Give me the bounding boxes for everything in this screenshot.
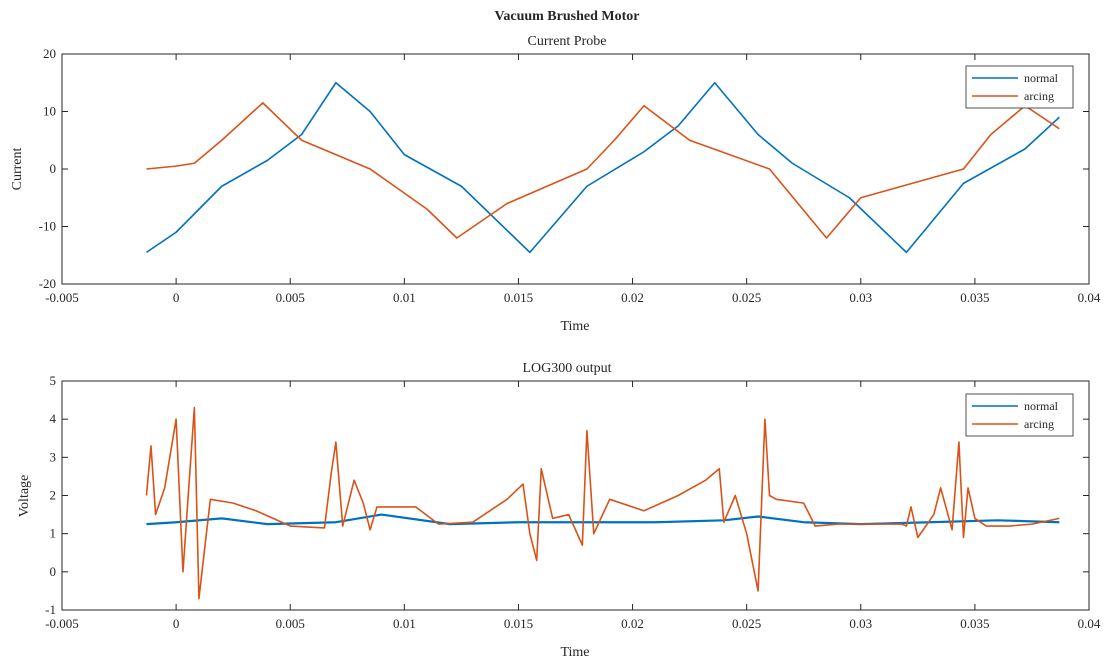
x-tick-label: 0.035 — [960, 616, 989, 631]
current-plot-area — [62, 54, 1089, 284]
voltage-legend-arcing-label: arcing — [1024, 417, 1054, 431]
x-tick-label: 0.035 — [960, 290, 989, 305]
y-tick-label: 3 — [50, 449, 57, 464]
log300-output-panel: LOG300 output -0.005 0 0.005 0.01 0.015 0.02 0… — [17, 361, 1101, 660]
y-tick-label: 2 — [50, 488, 57, 503]
x-tick-label: 0.015 — [504, 290, 533, 305]
voltage-x-axis-label: Time — [560, 645, 589, 660]
y-tick-label: 1 — [50, 526, 57, 541]
x-tick-label: -0.005 — [45, 616, 79, 631]
x-tick-label: 0.025 — [732, 616, 761, 631]
y-tick-label: -20 — [39, 276, 56, 291]
current-tick-layer: -0.005 0 0.005 0.01 0.015 0.02 0.025 0.03 0.035 0… — [39, 46, 1101, 305]
voltage-series-layer — [145, 406, 1060, 600]
x-tick-label: 0.01 — [393, 616, 416, 631]
y-tick-label: 4 — [50, 411, 57, 426]
voltage-legend: normal arcing — [965, 393, 1074, 437]
y-tick-label: 0 — [50, 564, 57, 579]
y-tick-label: -1 — [45, 602, 56, 617]
current-probe-title: Current Probe — [528, 34, 607, 49]
voltage-legend-normal-label: normal — [1024, 399, 1059, 413]
current-legend-normal-label: normal — [1024, 71, 1059, 85]
voltage-y-axis-label: Voltage — [17, 475, 32, 518]
current-legend-box — [965, 65, 1074, 109]
x-tick-label: 0.03 — [849, 616, 872, 631]
series-arcing-line — [146, 102, 1060, 239]
x-tick-label: 0.005 — [276, 616, 305, 631]
current-y-axis-label: Current — [10, 148, 25, 191]
current-legend-arcing-label: arcing — [1024, 89, 1054, 103]
voltage-plot-area — [62, 381, 1089, 610]
figure-title: Vacuum Brushed Motor — [495, 9, 640, 24]
x-tick-label: 0.005 — [276, 290, 305, 305]
current-x-axis-label: Time — [560, 319, 589, 334]
x-tick-label: 0.04 — [1078, 290, 1101, 305]
x-tick-label: 0.04 — [1078, 616, 1101, 631]
y-tick-label: 20 — [43, 46, 56, 61]
y-tick-label: 0 — [50, 161, 57, 176]
series-arcing-line — [145, 406, 1060, 600]
x-tick-label: 0.01 — [393, 290, 416, 305]
series-normal-line — [145, 81, 1060, 254]
current-series-layer — [145, 81, 1060, 254]
x-tick-label: 0 — [173, 290, 180, 305]
current-legend: normal arcing — [965, 65, 1074, 109]
current-probe-panel: Current Probe -0.005 0 0.005 0.01 0.015 0.02 0… — [10, 34, 1101, 334]
x-tick-label: 0.03 — [849, 290, 872, 305]
x-tick-label: 0.02 — [621, 616, 644, 631]
x-tick-label: 0.025 — [732, 290, 761, 305]
y-tick-label: 5 — [50, 373, 57, 388]
x-tick-label: 0.015 — [504, 616, 533, 631]
y-tick-label: 10 — [43, 104, 56, 119]
voltage-tick-layer: -0.005 0 0.005 0.01 0.015 0.02 0.025 0.03 0.035 0… — [45, 373, 1101, 631]
y-tick-label: -10 — [39, 219, 56, 234]
log300-output-title: LOG300 output — [522, 361, 611, 376]
x-tick-label: -0.005 — [45, 290, 79, 305]
voltage-legend-box — [965, 393, 1074, 437]
x-tick-label: 0 — [173, 616, 180, 631]
x-tick-label: 0.02 — [621, 290, 644, 305]
